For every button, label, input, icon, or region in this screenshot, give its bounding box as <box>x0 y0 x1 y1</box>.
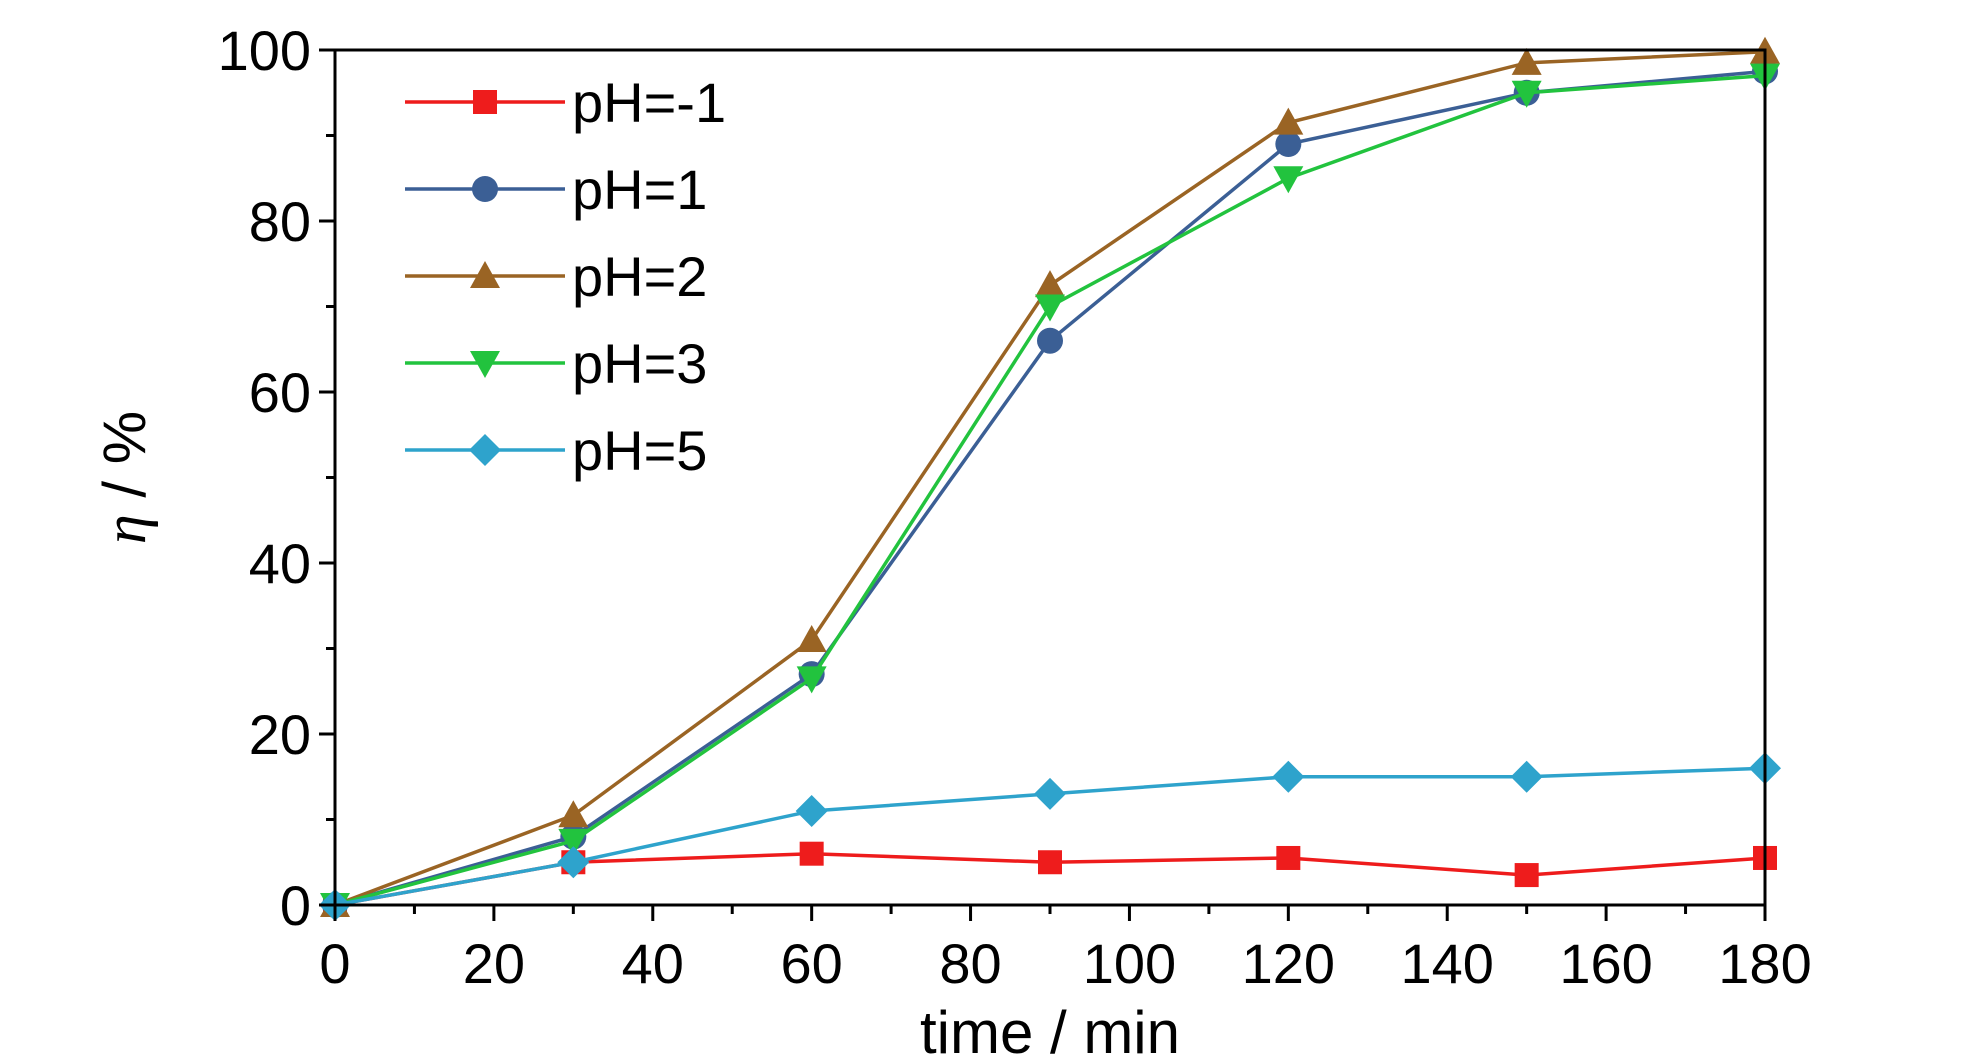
x-tick-label: 120 <box>1242 932 1335 995</box>
y-tick-label: 0 <box>280 874 311 937</box>
x-tick-label: 180 <box>1718 932 1811 995</box>
legend-marker <box>472 176 498 202</box>
legend-label: pH=1 <box>572 158 707 221</box>
data-point <box>1272 760 1305 793</box>
x-tick-label: 100 <box>1083 932 1176 995</box>
data-point <box>1273 166 1304 194</box>
data-point <box>1273 107 1304 135</box>
x-tick-label: 80 <box>939 932 1001 995</box>
data-point <box>795 794 828 827</box>
legend-item: pH=-1 <box>405 71 726 134</box>
legend-item: pH=1 <box>405 158 707 221</box>
y-tick-label: 20 <box>249 703 311 766</box>
legend-item: pH=3 <box>405 332 707 395</box>
data-point <box>1510 760 1543 793</box>
data-point <box>1511 80 1542 108</box>
data-point <box>796 666 827 694</box>
data-point <box>1035 270 1065 298</box>
x-tick-label: 0 <box>319 932 350 995</box>
legend-marker <box>469 434 501 466</box>
y-tick-label: 80 <box>249 190 311 253</box>
series-4 <box>319 752 1781 921</box>
data-point <box>558 800 589 828</box>
legend-marker <box>470 351 500 378</box>
legend-label: pH=3 <box>572 332 707 395</box>
series-3 <box>320 63 1780 920</box>
legend-item: pH=5 <box>405 419 707 482</box>
data-point <box>1035 294 1065 322</box>
data-point <box>799 841 824 866</box>
data-point <box>557 846 590 879</box>
axis-ticks: 0 20 40 60 80 100 120 140 160 180 0 20 40 60 80 100 <box>218 19 1812 995</box>
data-point <box>1514 863 1539 888</box>
data-point <box>796 624 827 652</box>
y-tick-label: 60 <box>249 361 311 424</box>
y-tick-label: 40 <box>249 532 311 595</box>
x-tick-label: 140 <box>1401 932 1494 995</box>
series-layer <box>319 36 1781 921</box>
legend-marker <box>473 90 497 114</box>
data-point <box>1034 777 1066 810</box>
y-axis-title-symbol: η <box>92 514 158 544</box>
x-tick-label: 20 <box>463 932 525 995</box>
y-axis-title: η / % <box>91 411 158 544</box>
x-tick-label: 160 <box>1559 932 1652 995</box>
legend-item: pH=2 <box>405 245 707 308</box>
data-point <box>1276 845 1301 870</box>
data-point <box>1037 327 1063 354</box>
x-axis-title: time / min <box>920 999 1180 1062</box>
data-point <box>1511 47 1542 75</box>
legend-marker <box>470 261 500 288</box>
data-point <box>1275 131 1302 158</box>
legend-label: pH=2 <box>572 245 707 308</box>
data-point <box>1038 850 1062 875</box>
legend: pH=-1 pH=1 pH=2 pH=3 pH=5 <box>405 71 726 482</box>
x-tick-label: 60 <box>781 932 843 995</box>
x-tick-label: 40 <box>622 932 684 995</box>
y-tick-label: 100 <box>218 19 311 82</box>
legend-label: pH=5 <box>572 419 707 482</box>
data-point <box>558 828 589 856</box>
y-axis-title-rest: / % <box>91 411 158 514</box>
legend-label: pH=-1 <box>572 71 726 134</box>
